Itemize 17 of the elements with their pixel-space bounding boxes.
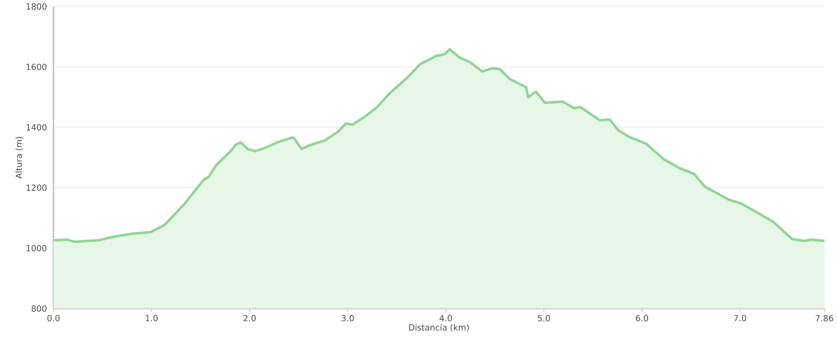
y-tick-label: 800: [32, 305, 46, 312]
x-tick-label: 6.0: [636, 314, 648, 322]
y-axis-title: Altura (m): [15, 136, 23, 179]
x-axis-title: Distancia (km): [409, 324, 469, 332]
y-tick-label: 1800: [26, 3, 46, 10]
x-tick-label: 1.0: [146, 314, 158, 322]
x-tick-label: 7.86: [816, 314, 834, 322]
x-tick-label: 2.0: [244, 314, 256, 322]
x-tick-label: 7.0: [734, 314, 746, 322]
y-tick-label: 1400: [26, 124, 46, 130]
x-tick-label: 5.0: [538, 314, 550, 322]
y-tick-label: 1000: [26, 244, 46, 252]
y-tick-label: 1200: [26, 184, 46, 191]
x-tick-label: 0.0: [47, 314, 60, 322]
x-tick-label: 4.0: [440, 314, 452, 322]
y-tick-label: 1600: [26, 64, 46, 70]
x-tick-label: 3.0: [342, 314, 354, 322]
